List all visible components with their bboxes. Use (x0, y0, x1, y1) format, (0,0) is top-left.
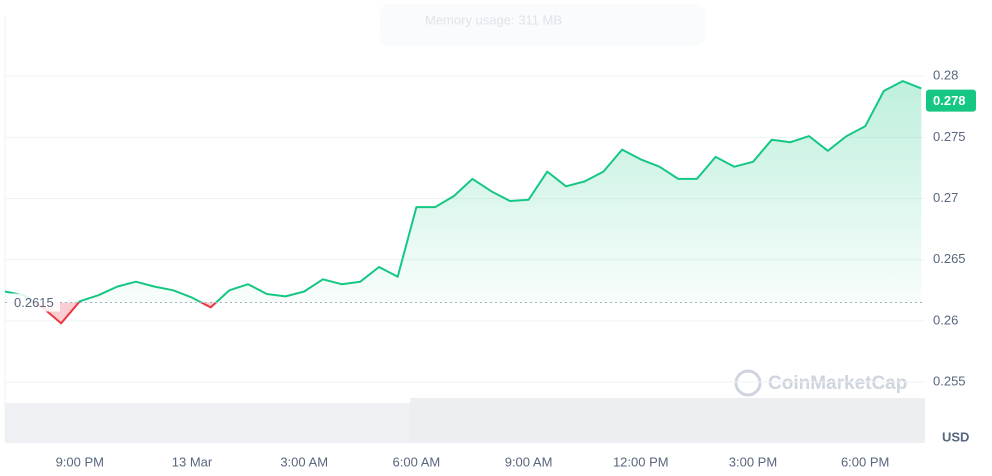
baseline-tag-bg (8, 293, 60, 312)
x-tick-label: 3:00 AM (280, 454, 328, 469)
price-tag-label: 0.278 (933, 93, 966, 108)
y-tick-label: 0.28 (933, 68, 958, 83)
y-tick-label: 0.255 (933, 373, 966, 388)
x-tick-label: 13 Mar (172, 454, 213, 469)
price-line (4, 80, 922, 325)
watermark-logo (734, 369, 762, 397)
overlay-box (380, 4, 705, 46)
x-tick-label: 9:00 PM (56, 454, 104, 469)
x-tick-label: 6:00 PM (841, 454, 889, 469)
x-tick-label: 9:00 AM (505, 454, 553, 469)
watermark: CoinMarketCap (768, 373, 907, 394)
currency-label: USD (942, 429, 969, 444)
y-tick-label: 0.27 (933, 190, 958, 205)
y-tick-label: 0.265 (933, 251, 966, 266)
x-tick-label: 6:00 AM (393, 454, 441, 469)
volume-band (410, 398, 925, 443)
area (5, 81, 922, 324)
x-tick-label: 3:00 PM (729, 454, 777, 469)
baseline-label: 0.2615 (14, 295, 54, 310)
y-tick-label: 0.26 (933, 312, 958, 327)
price-tag (926, 89, 976, 112)
y-tick-label: 0.275 (933, 129, 966, 144)
x-tick-label: 12:00 PM (613, 454, 669, 469)
overlay-text: Memory usage: 311 MB (425, 12, 562, 27)
